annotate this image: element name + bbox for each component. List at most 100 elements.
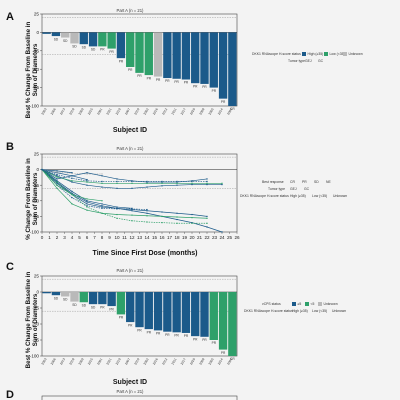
panel-b-series-point bbox=[176, 182, 178, 185]
panel-c-ylabel-line2: Sum of Diameters bbox=[32, 293, 39, 346]
panel-b-series-point bbox=[86, 206, 88, 208]
panel-c-subject-id-label: 2021 bbox=[105, 357, 112, 365]
legend-b-r1-sd: SD bbox=[314, 180, 319, 184]
panel-c-ytick-label: -25 bbox=[32, 306, 39, 311]
panel-a-subject-id-label: 2014 bbox=[217, 107, 224, 115]
panel-b-series-point bbox=[116, 182, 118, 185]
panel-b-ytick-label: -25 bbox=[32, 183, 39, 188]
panel-b-series-point bbox=[101, 182, 103, 185]
panel-c-bar bbox=[153, 292, 163, 331]
panel-c-plot-frame bbox=[41, 275, 238, 357]
panel-b-series-point bbox=[131, 207, 133, 209]
panel-a-bar-response-label: PR bbox=[156, 78, 161, 82]
panel-a-bar bbox=[98, 32, 107, 47]
legend-c-item-lt5: <5 bbox=[311, 302, 315, 306]
panel-c-subject-id-label: 2018 bbox=[68, 357, 75, 365]
panel-b-series-point bbox=[191, 180, 193, 182]
panel-c-bar bbox=[163, 292, 172, 332]
legend-a-l2-item-gej: GEJ bbox=[305, 59, 312, 63]
panel-b-series-point bbox=[101, 186, 103, 188]
panel-c-subject-id-label: 2010 bbox=[133, 357, 140, 365]
legend-b-r1-pr: PR bbox=[302, 180, 307, 184]
panel-b-xtick-label: 11 bbox=[122, 235, 127, 240]
panel-c-bar bbox=[98, 292, 107, 305]
legend-c-l1-label: vCPS status bbox=[262, 302, 281, 306]
panel-a: A Part A (n = 21) Best % Change From Bas… bbox=[6, 8, 363, 134]
panel-c-bar bbox=[107, 292, 116, 307]
panel-c-bar-response-label: PR bbox=[100, 305, 105, 309]
panel-a-title: Part A (n = 21) bbox=[117, 8, 144, 13]
panel-a-bar bbox=[116, 32, 126, 59]
panel-letter-c: C bbox=[6, 261, 14, 273]
panel-c-bar-response-label: PR bbox=[147, 330, 152, 334]
panel-b-ylabel-line2: Sum of Diameters bbox=[32, 172, 39, 225]
panel-b-series-point bbox=[56, 170, 58, 172]
panel-c-bar-response-label: SD bbox=[91, 305, 96, 309]
panel-c-subject-id-label: 2012 bbox=[161, 357, 168, 365]
panel-c-subject-id-label: 2006 bbox=[50, 357, 57, 365]
panel-a-subject-id-label: 2004 bbox=[226, 107, 233, 115]
panel-a-ytick-label: 0 bbox=[36, 30, 39, 35]
panel-b-series-line bbox=[41, 169, 208, 219]
panel-c-title: Part A (n = 21) bbox=[117, 268, 144, 273]
panel-a-subject-id-label: 2008 bbox=[198, 107, 205, 115]
panel-c-bar bbox=[79, 292, 88, 303]
panel-c-subject-id-label: 2017 bbox=[180, 357, 187, 365]
panel-b-series-point bbox=[161, 221, 163, 224]
panel-b-series-point bbox=[191, 222, 193, 224]
panel-a-bar bbox=[209, 32, 218, 88]
panel-a-subject-id-label: 2019 bbox=[115, 107, 122, 115]
panel-b-series-point bbox=[146, 182, 148, 185]
panel-b-series-point bbox=[146, 215, 148, 217]
panel-a-bar bbox=[200, 32, 209, 84]
panel-b-series-point bbox=[131, 187, 133, 190]
legend-a-l2-item-gc: GC bbox=[318, 59, 324, 63]
legend-a-item-low: Low (<35) bbox=[330, 52, 345, 56]
panel-b-series-point bbox=[71, 175, 73, 177]
panel-a-bar bbox=[135, 32, 144, 73]
panel-b-xtick-label: 25 bbox=[227, 235, 233, 240]
panel-b-series-point bbox=[191, 216, 193, 219]
panel-b-series-point bbox=[146, 181, 148, 183]
panel-c-ytick-label: -50 bbox=[32, 322, 39, 327]
panel-b-series-point bbox=[56, 181, 58, 183]
panel-c-bar bbox=[191, 292, 200, 337]
panel-b-series-point bbox=[116, 178, 118, 180]
panel-b-ytick-label: 25 bbox=[34, 152, 40, 157]
panel-a-subject-id-label: 2006 bbox=[50, 107, 57, 115]
panel-c-bar bbox=[135, 292, 144, 328]
panel-b-series-point bbox=[191, 183, 193, 186]
panel-c-bar-response-label: PR bbox=[109, 307, 114, 311]
panel-b-series-point bbox=[116, 213, 118, 216]
panel-b-series-point bbox=[146, 208, 148, 211]
panel-c-bar-response-label: PR bbox=[202, 338, 207, 342]
panel-a-bar bbox=[181, 32, 191, 80]
panel-a-bar-response-label: PR bbox=[165, 79, 170, 83]
panel-letter-b: B bbox=[6, 141, 14, 153]
legend-b-r3-low: Low (<35) bbox=[312, 194, 327, 198]
panel-a-bar-response-label: PR bbox=[202, 85, 207, 89]
legend-a-swatch-high bbox=[302, 52, 306, 56]
panel-c-bar bbox=[88, 292, 98, 305]
panel-b-xtick-label: 4 bbox=[71, 235, 74, 240]
panel-b-series-line bbox=[41, 169, 207, 224]
panel-c-legend: vCPS status ≥5 <5 Unknown DKK1 RNAscope … bbox=[244, 302, 346, 313]
panel-b-ytick-label: -50 bbox=[32, 198, 39, 203]
panel-b-xtick-label: 20 bbox=[189, 235, 195, 240]
panel-c-bar-response-label: PR bbox=[221, 351, 226, 355]
panel-a-subject-id-label: 2001 bbox=[96, 107, 103, 115]
panel-b-ylabel-line1: % Change From Baseline in bbox=[25, 158, 32, 240]
panel-a-bar-response-label: PR bbox=[109, 50, 114, 54]
panel-b-series-point bbox=[101, 175, 103, 177]
panel-b-xlabel: Time Since First Dose (months) bbox=[93, 250, 198, 257]
legend-c-l2-unknown: Unknown bbox=[332, 309, 346, 313]
panel-a-subject-id-label: 2009 bbox=[78, 107, 85, 115]
panel-c-bar-response-label: PR bbox=[212, 341, 217, 345]
legend-a-item-high: High (≥35) bbox=[308, 52, 324, 56]
panel-b-series-point bbox=[131, 182, 133, 185]
panel-b-xtick-label: 16 bbox=[159, 235, 165, 240]
panel-b-xtick-label: 5 bbox=[78, 235, 81, 240]
panel-c-bar-response-label: PR bbox=[165, 333, 170, 337]
panel-b-series-point bbox=[206, 180, 208, 183]
